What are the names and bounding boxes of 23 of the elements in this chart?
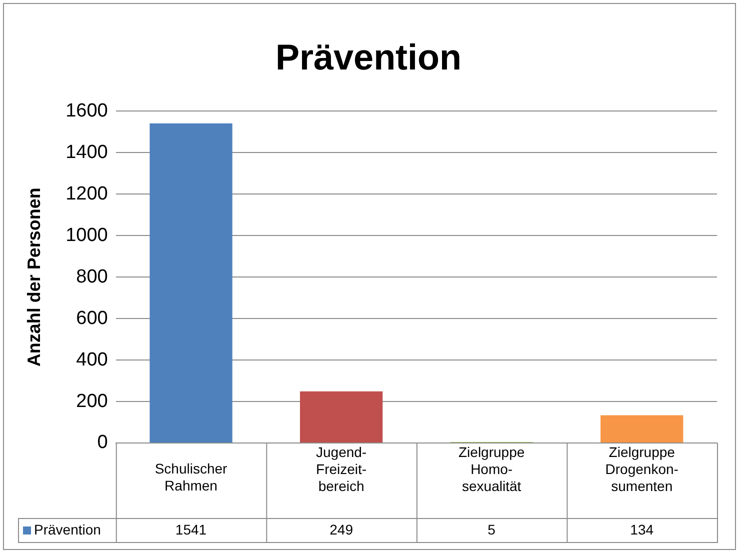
bar [300,391,383,442]
bar [150,123,232,442]
y-tick-label: 0 [97,432,108,454]
data-label: 1541 [175,521,207,538]
x-tick-label: Zielgruppe Drogenkon- sumenten [605,444,679,494]
x-tick-label: Schulischer Rahmen [154,460,228,494]
y-tick-label: 400 [76,349,108,370]
x-tick-label: Jugend- Freizeit- bereich [316,444,367,494]
y-tick-label: 600 [76,308,108,329]
x-tick-label: Zielgruppe Homo- sexualität [458,444,525,494]
y-tick-label: 800 [76,266,108,288]
data-label: 5 [488,521,496,538]
y-tick-label: 200 [76,390,108,412]
chart-title: Prävention [275,36,462,78]
data-label: 134 [630,521,654,538]
y-tick-label: 1200 [66,183,108,204]
y-tick-label: 1600 [66,100,108,122]
data-label: 249 [330,521,354,538]
bar [600,415,684,442]
y-tick-label: 1000 [66,224,108,246]
y-tick-label: 1400 [66,142,108,163]
legend-label: Prävention [34,521,101,538]
y-axis-title: Anzahl der Personen [24,188,44,367]
